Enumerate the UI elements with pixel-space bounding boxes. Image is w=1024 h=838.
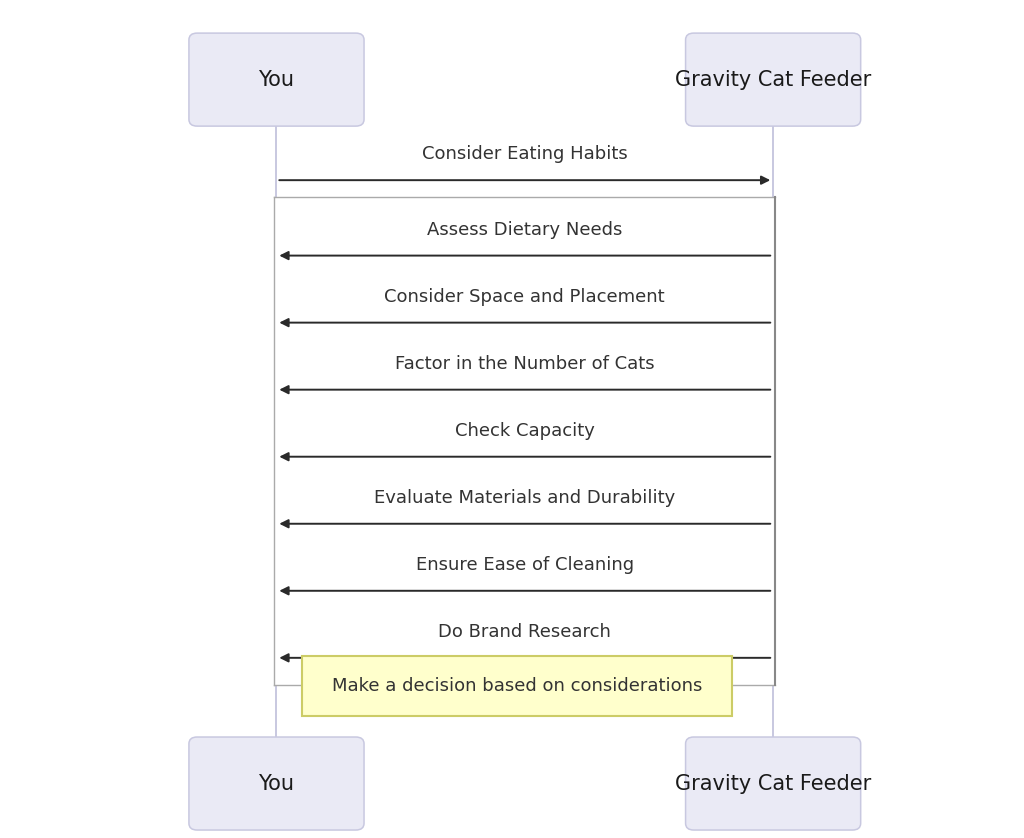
Bar (274, 197, 775, 685)
Text: Make a decision based on considerations: Make a decision based on considerations (332, 677, 702, 696)
Text: Factor in the Number of Cats: Factor in the Number of Cats (395, 355, 654, 373)
FancyBboxPatch shape (188, 737, 365, 830)
Text: You: You (258, 773, 295, 794)
FancyBboxPatch shape (686, 737, 860, 830)
FancyBboxPatch shape (686, 33, 860, 126)
Text: Evaluate Materials and Durability: Evaluate Materials and Durability (374, 489, 676, 507)
Text: Consider Space and Placement: Consider Space and Placement (384, 288, 666, 306)
Text: Do Brand Research: Do Brand Research (438, 623, 611, 641)
Text: Ensure Ease of Cleaning: Ensure Ease of Cleaning (416, 556, 634, 574)
Bar (302, 656, 732, 716)
Text: Gravity Cat Feeder: Gravity Cat Feeder (675, 70, 871, 90)
Text: You: You (258, 70, 295, 90)
Text: Gravity Cat Feeder: Gravity Cat Feeder (675, 773, 871, 794)
Text: Assess Dietary Needs: Assess Dietary Needs (427, 221, 623, 239)
Text: Consider Eating Habits: Consider Eating Habits (422, 146, 628, 163)
FancyBboxPatch shape (188, 33, 365, 126)
Text: Check Capacity: Check Capacity (455, 422, 595, 440)
